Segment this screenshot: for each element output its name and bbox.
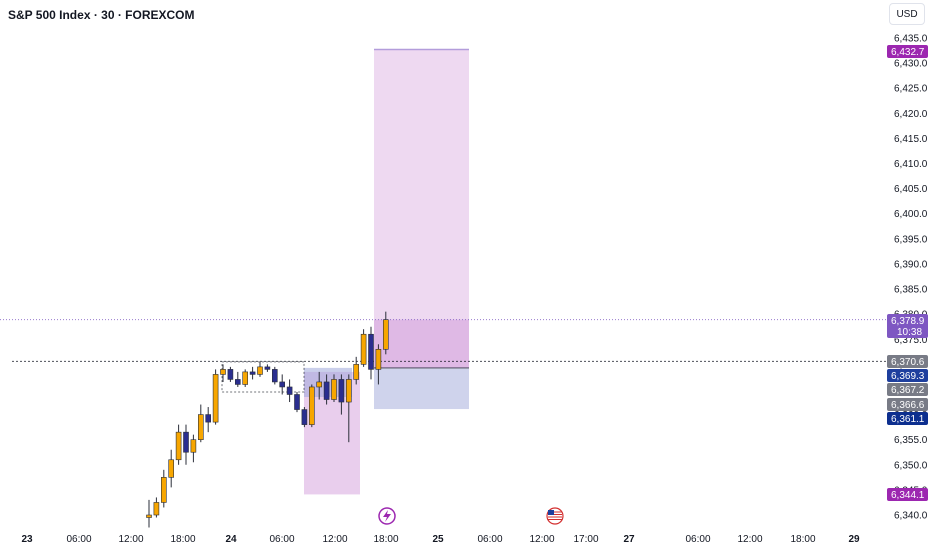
price-badge-label: 6,361.1 xyxy=(891,414,925,425)
price-badge xyxy=(887,383,928,396)
x-tick-label: 25 xyxy=(432,534,444,545)
candle-body xyxy=(175,431,182,461)
x-tick-label: 12:00 xyxy=(118,534,143,545)
x-tick-label: 18:00 xyxy=(170,534,195,545)
candle-body xyxy=(249,371,256,375)
price-badge xyxy=(887,355,928,368)
y-tick-label: 6,385.0 xyxy=(894,285,928,296)
x-tick-label: 17:00 xyxy=(573,534,598,545)
candle-body xyxy=(286,386,293,395)
y-tick-label: 6,395.0 xyxy=(894,234,928,245)
candle-body xyxy=(353,364,360,380)
candle-body xyxy=(271,369,278,383)
candle-body xyxy=(212,374,219,423)
candle-body xyxy=(294,394,300,410)
candle-body xyxy=(375,349,382,370)
x-tick-label: 06:00 xyxy=(685,534,710,545)
lightning-bolt-glyph xyxy=(383,510,391,522)
y-tick-label: 6,340.0 xyxy=(894,511,928,522)
candle-body xyxy=(264,366,271,370)
y-tick-label: 6,400.0 xyxy=(894,209,928,220)
position-target-zone xyxy=(374,49,469,368)
price-badge xyxy=(887,398,928,411)
y-tick-label: 6,435.0 xyxy=(894,34,928,45)
x-tick-label: 06:00 xyxy=(66,534,91,545)
y-tick-label: 6,415.0 xyxy=(894,134,928,145)
price-badge xyxy=(887,314,928,338)
y-tick-label: 6,390.0 xyxy=(894,259,928,270)
price-badge xyxy=(887,45,928,58)
candle-body xyxy=(235,379,241,385)
price-badge-label: 6,370.6 xyxy=(891,357,925,368)
candle-body xyxy=(301,409,308,425)
price-badge xyxy=(887,412,928,425)
candle-body xyxy=(183,431,189,453)
price-badge xyxy=(887,488,928,501)
candle-body xyxy=(242,371,248,385)
position-open-profit-zone xyxy=(374,319,469,368)
candle-body xyxy=(205,414,211,423)
price-badge xyxy=(887,369,928,382)
candle-body xyxy=(338,379,345,403)
candle-body xyxy=(345,379,352,403)
price-badge-countdown: 10:38 xyxy=(897,327,922,338)
price-badge-label: 6,378.9 xyxy=(891,316,925,327)
candle-body xyxy=(146,514,152,518)
y-tick-label: 6,405.0 xyxy=(894,184,928,195)
x-tick-label: 23 xyxy=(21,534,33,545)
y-tick-label: 6,350.0 xyxy=(894,460,928,471)
y-tick-label: 6,430.0 xyxy=(894,59,928,70)
candle-body xyxy=(382,319,389,350)
candle-body xyxy=(360,333,367,365)
flag-canton xyxy=(548,510,554,515)
x-tick-label: 27 xyxy=(623,534,635,545)
candle-body xyxy=(220,369,226,375)
currency-button[interactable]: USD xyxy=(889,3,925,25)
y-tick-label: 6,355.0 xyxy=(894,435,928,446)
candle-body xyxy=(198,414,204,440)
candle-body xyxy=(161,477,167,503)
candle-body xyxy=(168,459,174,478)
x-tick-label: 18:00 xyxy=(790,534,815,545)
chart-title: S&P 500 Index · 30 · FOREXCOM xyxy=(8,8,195,22)
price-badge-label: 6,432.7 xyxy=(891,47,925,58)
candle-body xyxy=(279,381,286,388)
y-tick-label: 6,420.0 xyxy=(894,109,928,120)
x-tick-label: 12:00 xyxy=(322,534,347,545)
y-tick-label: 6,425.0 xyxy=(894,84,928,95)
candle-body xyxy=(368,333,374,370)
candle-body xyxy=(227,369,234,380)
x-tick-label: 12:00 xyxy=(737,534,762,545)
candle-body xyxy=(190,439,197,453)
candle-body xyxy=(323,381,330,400)
price-badge-label: 6,344.1 xyxy=(891,490,925,501)
candle-body xyxy=(331,379,337,400)
candle-body xyxy=(153,502,160,516)
x-tick-label: 24 xyxy=(225,534,237,545)
position-stop-zone xyxy=(374,367,469,410)
x-tick-label: 18:00 xyxy=(373,534,398,545)
x-tick-label: 06:00 xyxy=(477,534,502,545)
candle-body xyxy=(257,366,263,375)
y-tick-label: 6,410.0 xyxy=(894,159,928,170)
price-badge-label: 6,367.2 xyxy=(891,385,925,396)
x-tick-label: 12:00 xyxy=(529,534,554,545)
consolidation-box xyxy=(221,361,305,393)
y-tick-label: 6,375.0 xyxy=(894,335,928,346)
x-tick-label: 06:00 xyxy=(269,534,294,545)
x-tick-label: 29 xyxy=(848,534,860,545)
candle-body xyxy=(316,381,323,388)
price-badge-label: 6,366.6 xyxy=(891,400,925,411)
price-badge-label: 6,369.3 xyxy=(891,371,925,382)
candle-body xyxy=(308,386,315,425)
